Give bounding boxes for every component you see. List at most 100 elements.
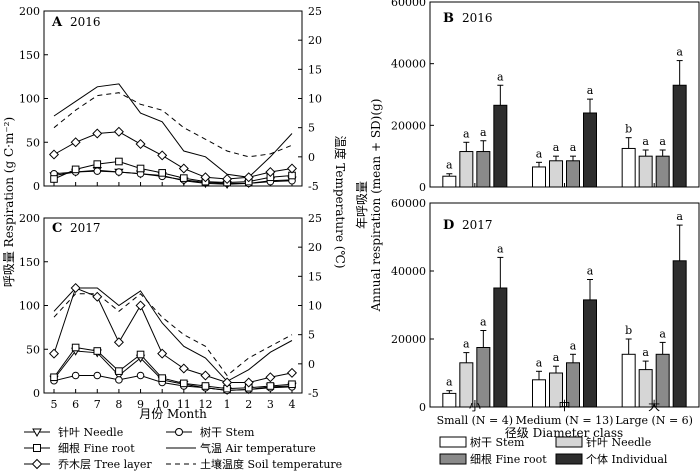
panel-d-bar: [621, 353, 636, 408]
panel-c-point-diamond: [265, 372, 276, 383]
panel-c-series-line-5: [53, 293, 293, 377]
panel-d-xlabel: 径级 Diameter class: [505, 426, 623, 440]
panel-a-frame: [43, 10, 303, 187]
panel-b-bar: [442, 175, 457, 188]
panel-a-point-diamond: [157, 150, 168, 161]
panel-d-bar: [583, 299, 597, 408]
panel-a-left-tick-label: 200: [19, 5, 40, 18]
panel-c-x-tick-label: 4: [289, 398, 296, 411]
left-y-axis-title: 呼吸量 Respiration (g C·m⁻²): [2, 117, 16, 287]
panel-d-y-tick-label: 0: [419, 401, 426, 414]
panel-a-point-diamond: [243, 172, 254, 183]
panel-c-x-tick-label: 2: [245, 398, 252, 411]
panel-c-right-tick-label: 15: [308, 270, 322, 283]
panel-a-point-square: [50, 175, 58, 183]
panel-d-bar: [672, 260, 687, 408]
panel-c-point-diamond: [70, 282, 81, 294]
panel-c-point-square: [93, 347, 102, 355]
bar-legend: 树干 Stem 针叶 Needle 细根 Fine root 个体 Individua…: [439, 435, 668, 466]
panel-c-right-tick-label: 25: [308, 212, 322, 225]
legend-marker-diamond: [31, 458, 43, 470]
panel-b-y-tick-label: 0: [419, 181, 426, 194]
panel-c-x-tick-label: 11: [177, 398, 191, 411]
panel-a-point-diamond: [92, 128, 103, 139]
panel-c-left-tick-label: 200: [19, 212, 40, 225]
panel-b-bar: [493, 104, 508, 188]
panel-d-significance-letter: a: [642, 346, 649, 359]
line-legend: 针叶 Needle 树干 Stem 细根 Fine root 气温 Air tempe…: [24, 425, 342, 471]
panel-b-significance-letter: b: [625, 123, 632, 136]
panel-c-point-diamond: [92, 291, 103, 302]
panel-d-significance-letter: a: [463, 338, 470, 351]
panel-d-y-tick-label: 20000: [391, 333, 426, 346]
bar-y-axis-title-cn: 年呼吸量: [355, 181, 369, 229]
panel-b-significance-letter: a: [446, 159, 453, 172]
panel-a-right-tick-label: 0: [308, 151, 315, 164]
panel-c-point-circle: [115, 376, 123, 384]
panel-d-significance-letter: a: [676, 210, 683, 223]
panel-d-significance-letter: a: [497, 242, 504, 255]
panel-a-point-diamond: [113, 126, 124, 137]
legend-marker-triangle: [32, 428, 42, 438]
panel-a-point-diamond: [178, 163, 189, 174]
panel-a-point-diamond: [200, 172, 211, 183]
panel-a-point-square: [93, 160, 102, 168]
panel-c-right-tick-label: 5: [308, 329, 315, 342]
panel-a-point-diamond: [70, 137, 81, 148]
panel-c-x-tick-label: 5: [51, 398, 58, 411]
bar-legend-label: 细根 Fine root: [470, 452, 547, 466]
panel-c-point-diamond: [157, 348, 168, 359]
legend-marker-circle: [175, 428, 183, 436]
panel-a-series-line-1: [53, 170, 293, 184]
panel-a-point-diamond: [135, 138, 146, 150]
category-label-cn: 小: [469, 399, 481, 413]
panel-b-bar: [638, 155, 653, 188]
panel-c-right-tick-label: 10: [308, 300, 322, 313]
legend-label: 细根 Fine root: [58, 441, 135, 455]
panel-c-x-tick-label: 12: [198, 398, 212, 411]
panel-d-bar: [493, 287, 508, 408]
panel-c-point-diamond: [48, 348, 60, 359]
legend-label: 土壤温度 Soil temperature: [200, 457, 342, 471]
panel-b-significance-letter: a: [587, 84, 594, 97]
panel-b-bar: [566, 160, 580, 188]
panel-c-point-diamond: [222, 377, 233, 388]
panel-b-bar: [459, 151, 474, 188]
panel-a-right-tick-label: 15: [308, 63, 322, 76]
panel-b-significance-letter: a: [570, 141, 577, 154]
panel-c-point-diamond: [200, 370, 211, 381]
panel-b-significance-letter: a: [642, 135, 649, 148]
panel-a-point-diamond: [48, 149, 60, 160]
panel-c-point-circle: [93, 371, 102, 380]
panel-c-point-square: [71, 343, 80, 352]
panel-a-point-diamond: [265, 166, 276, 178]
panel-d-label: D: [443, 218, 454, 233]
bar-legend-swatch: [555, 436, 583, 448]
panel-c-left-tick-label: 0: [33, 387, 40, 400]
panel-a-series-line-0: [53, 169, 293, 185]
panel-d-y-tick-label: 60000: [391, 197, 426, 210]
panel-b-significance-letter: a: [463, 127, 470, 140]
panel-b-significance-letter: a: [497, 70, 504, 83]
panel-a-point-square: [158, 169, 166, 177]
panel-c-point-diamond: [286, 367, 298, 378]
panel-a-left-tick-label: 0: [33, 180, 40, 193]
panel-b-bar: [532, 166, 546, 188]
panel-a-point-circle: [93, 167, 102, 175]
panel-b-significance-letter: a: [536, 147, 543, 160]
panel-b-significance-letter: a: [676, 46, 683, 59]
panel-b-bar: [583, 112, 597, 188]
panel-d-significance-letter: a: [570, 339, 577, 352]
panel-d-significance-letter: a: [480, 316, 487, 329]
panel-b-y-tick-label: 40000: [391, 58, 426, 71]
panel-c-x-tick-label: 6: [72, 398, 79, 411]
panel-d-bar: [532, 379, 546, 408]
panel-a-label: A: [51, 15, 63, 30]
panel-c-point-circle: [136, 371, 145, 380]
panel-c-year: 2017: [70, 221, 101, 235]
category-label-cn: 中: [558, 398, 570, 413]
panel-d-significance-letter: b: [625, 324, 632, 337]
category-label-en: Large (N = 6): [615, 414, 693, 427]
